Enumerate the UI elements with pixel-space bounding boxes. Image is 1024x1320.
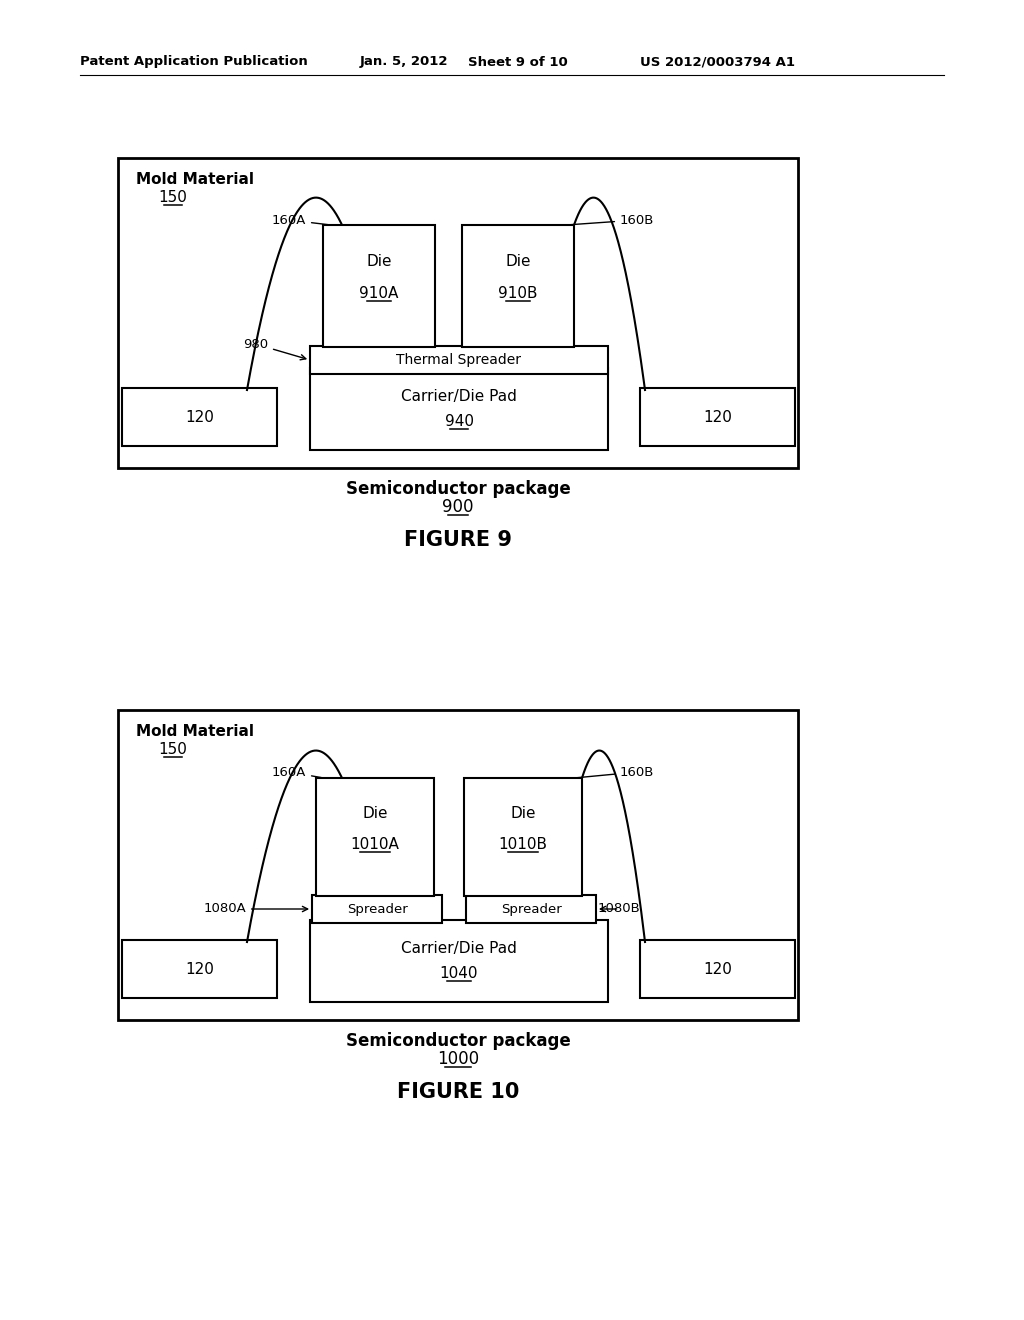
Text: Mold Material: Mold Material [136,723,254,739]
Bar [118,710,798,1020]
Text: 120: 120 [703,409,732,425]
Text: Patent Application Publication: Patent Application Publication [80,55,308,69]
Bar [310,346,608,374]
Text: 150: 150 [159,190,187,205]
Text: 150: 150 [159,742,187,756]
Text: 1000: 1000 [437,1049,479,1068]
Text: 940: 940 [444,414,473,429]
Text: Die: Die [510,807,536,821]
Text: Carrier/Die Pad: Carrier/Die Pad [401,941,517,956]
Text: Jan. 5, 2012: Jan. 5, 2012 [360,55,449,69]
Bar [464,777,582,896]
Bar [466,895,596,923]
Text: Semiconductor package: Semiconductor package [346,480,570,498]
Text: Spreader: Spreader [501,903,561,916]
Text: 120: 120 [185,409,214,425]
Bar [122,388,278,446]
Text: Semiconductor package: Semiconductor package [346,1032,570,1049]
Bar [122,940,278,998]
Text: 120: 120 [703,961,732,977]
Text: Mold Material: Mold Material [136,172,254,187]
Text: 160A: 160A [271,214,329,227]
Bar [323,224,435,347]
Bar [312,895,442,923]
Bar [118,158,798,469]
Text: 910A: 910A [359,286,398,301]
Text: Die: Die [362,807,388,821]
Text: 980: 980 [243,338,306,360]
Text: 1080A: 1080A [203,903,307,916]
Text: Sheet 9 of 10: Sheet 9 of 10 [468,55,567,69]
Text: Die: Die [367,253,392,269]
Bar [316,777,434,896]
Bar [640,940,795,998]
Text: Carrier/Die Pad: Carrier/Die Pad [401,389,517,404]
Text: 900: 900 [442,498,474,516]
Text: FIGURE 10: FIGURE 10 [397,1082,519,1102]
Text: 1080B: 1080B [598,903,641,916]
Bar [310,368,608,450]
Bar [640,388,795,446]
Text: 1010A: 1010A [350,837,399,851]
Text: 1010B: 1010B [499,837,548,851]
Text: Thermal Spreader: Thermal Spreader [396,352,521,367]
Text: 160A: 160A [271,766,322,779]
Bar [462,224,574,347]
Bar [310,920,608,1002]
Text: FIGURE 9: FIGURE 9 [404,531,512,550]
Text: 120: 120 [185,961,214,977]
Text: 1040: 1040 [439,966,478,981]
Text: 910B: 910B [499,286,538,301]
Text: 160B: 160B [577,766,654,779]
Text: US 2012/0003794 A1: US 2012/0003794 A1 [640,55,795,69]
Text: Die: Die [505,253,530,269]
Text: Spreader: Spreader [347,903,408,916]
Text: 160B: 160B [568,214,654,227]
